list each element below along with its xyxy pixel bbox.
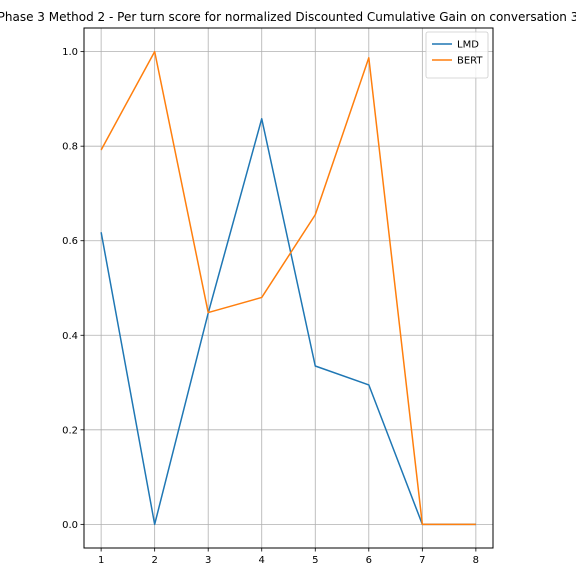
x-tick-label: 5 [312, 555, 318, 566]
x-tick-label: 6 [366, 555, 372, 566]
legend-label-bert: BERT [457, 56, 483, 67]
axis-ticks: 1 2 3 4 5 6 7 8 0.0 0.2 0.4 0.6 0.8 1.0 [62, 47, 479, 566]
series-line-lmd [100, 118, 476, 526]
series-line-bert [100, 50, 476, 526]
x-tick-label: 3 [205, 555, 211, 566]
legend-label-lmd: LMD [457, 40, 479, 51]
x-tick-label: 8 [473, 555, 479, 566]
legend: LMD BERT [425, 31, 489, 79]
y-tick-label: 0.2 [62, 425, 78, 436]
grid [84, 28, 493, 548]
x-tick-label: 2 [151, 555, 157, 566]
y-tick-label: 1.0 [62, 47, 78, 58]
plot-area [83, 27, 494, 549]
x-tick-label: 4 [259, 555, 265, 566]
x-tick-label: 7 [419, 555, 425, 566]
y-tick-label: 0.4 [62, 331, 78, 342]
y-tick-label: 0.0 [62, 520, 78, 531]
x-tick-label: 1 [98, 555, 104, 566]
y-tick-label: 0.6 [62, 236, 78, 247]
chart-title: Phase 3 Method 2 - Per turn score for no… [0, 10, 576, 24]
y-tick-label: 0.8 [62, 142, 78, 153]
series-lines [100, 50, 476, 526]
